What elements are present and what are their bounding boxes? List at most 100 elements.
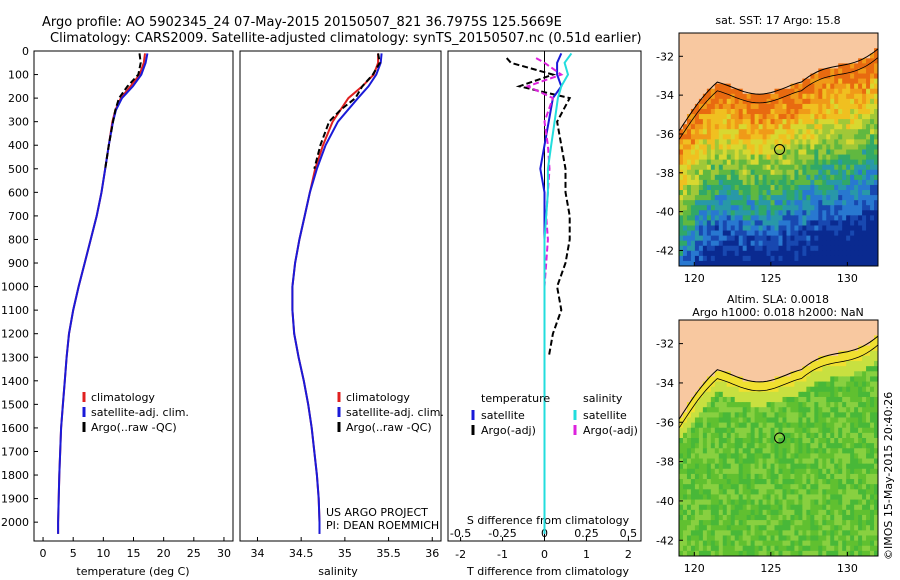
map-cell (806, 350, 811, 357)
map-cell (758, 509, 764, 516)
map-cell (850, 190, 855, 196)
map-cell (818, 114, 823, 120)
map-cell (718, 443, 724, 449)
map-cell (738, 184, 744, 191)
map-cell (762, 139, 768, 145)
map-cell (786, 540, 791, 547)
map-cell (814, 396, 819, 403)
map-cell (822, 325, 827, 331)
map-cell (750, 159, 756, 166)
map-cell (822, 108, 827, 115)
map-cell (679, 417, 684, 424)
map-cell (810, 417, 815, 424)
map-cell (842, 103, 847, 110)
map-cell (682, 149, 688, 156)
map-cell (726, 335, 732, 342)
map-cell (778, 443, 783, 449)
map-cell (870, 38, 875, 44)
map-cell (782, 149, 787, 156)
map-cell (746, 200, 752, 206)
map-cell (770, 200, 776, 206)
map-cell (810, 103, 815, 110)
map-cell (834, 376, 839, 383)
map-cell (866, 550, 871, 557)
map-cell (710, 134, 716, 140)
map-cell (806, 412, 811, 418)
map-cell (762, 438, 768, 444)
map-cell (686, 210, 692, 216)
map-cell (758, 417, 764, 424)
map-cell (710, 438, 716, 444)
map-cell (742, 473, 748, 480)
map-cell (814, 250, 819, 257)
map-cell (826, 530, 831, 536)
map-cell (710, 225, 716, 232)
map-cell (754, 93, 760, 100)
map-cell (770, 134, 776, 140)
map-cell (782, 255, 787, 262)
map-cell (858, 407, 863, 413)
map-cell (694, 119, 700, 125)
map-cell (818, 230, 823, 237)
map-cell (702, 144, 708, 150)
map-cell (802, 376, 807, 383)
map-cell (718, 350, 724, 357)
map-cell (766, 93, 772, 100)
map-cell (766, 78, 772, 85)
map-cell (838, 98, 843, 105)
map-cell (746, 499, 752, 506)
map-cell (786, 114, 791, 120)
map-cell (734, 48, 740, 54)
map-cell (846, 479, 851, 485)
map-cell (686, 205, 692, 211)
map-cell (798, 479, 803, 485)
map-cell (698, 68, 704, 75)
map-cell (758, 361, 764, 367)
map-cell (794, 68, 799, 75)
map-cell (718, 240, 724, 247)
map-cell (726, 255, 732, 262)
map-cell (786, 499, 791, 506)
map-cell (730, 144, 736, 150)
map-cell (838, 484, 843, 490)
map-cell (734, 149, 740, 156)
map-cell (842, 479, 847, 485)
map-cell (778, 73, 783, 80)
map-cell (754, 139, 760, 145)
map-cell (714, 535, 720, 542)
map-cell (854, 494, 859, 501)
map-cell (718, 432, 724, 439)
map-cell (874, 438, 879, 444)
map-cell (862, 73, 867, 80)
map-cell (679, 509, 684, 516)
map-cell (862, 78, 867, 85)
map-cell (766, 230, 772, 237)
map-cell (822, 98, 827, 105)
map-cell (742, 479, 748, 485)
map-cell (774, 402, 779, 408)
map-cell (742, 93, 748, 100)
map-cell (758, 174, 764, 181)
map-cell (766, 114, 772, 120)
map-cell (874, 114, 879, 120)
map-cell (738, 448, 744, 454)
map-cell (862, 83, 867, 90)
map-cell (802, 83, 807, 90)
map-cell (694, 366, 700, 372)
sdiff-tick-label: -0.5 (450, 527, 471, 540)
map-cell (730, 149, 736, 156)
map-cell (874, 215, 879, 221)
map-cell (698, 174, 704, 181)
legend-label: climatology (91, 391, 155, 404)
map-cell (738, 484, 744, 490)
map-cell (838, 235, 843, 242)
map-cell (838, 184, 843, 191)
map-cell (758, 473, 764, 480)
map-cell (758, 432, 764, 439)
map-cell (850, 235, 855, 242)
map-cell (810, 355, 815, 362)
map-cell (690, 545, 696, 552)
map-cell (862, 240, 867, 247)
map-cell (694, 154, 700, 161)
map-cell (746, 396, 752, 403)
